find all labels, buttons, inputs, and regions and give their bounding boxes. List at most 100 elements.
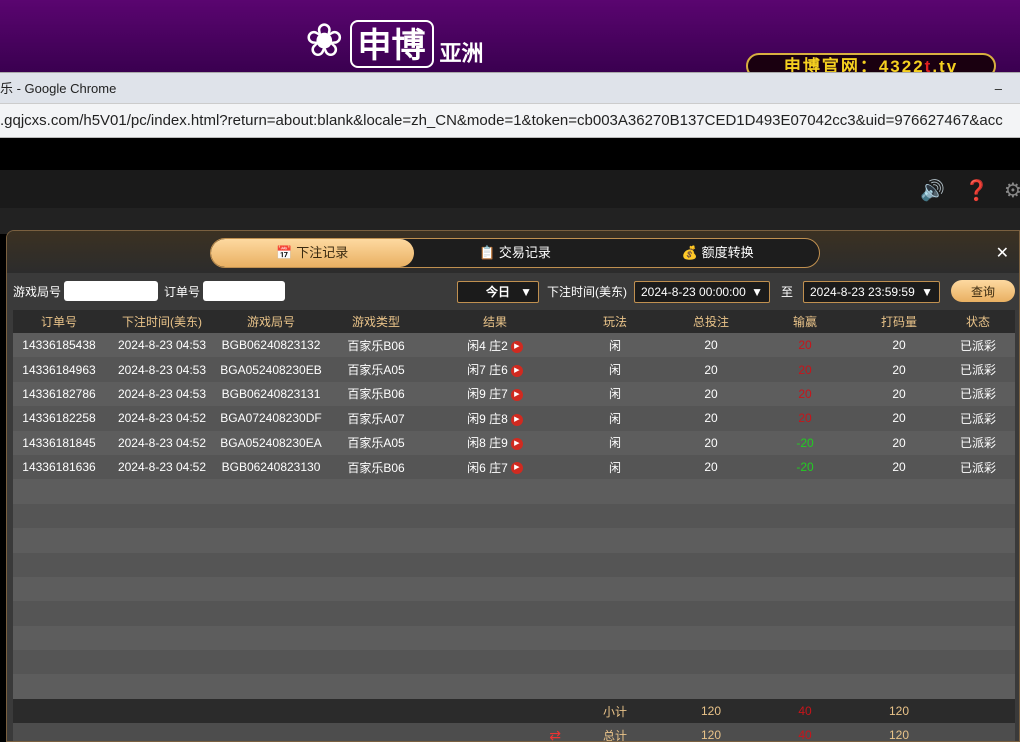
cell: 百家乐B06 xyxy=(323,454,429,480)
address-bar[interactable]: .gqjcxs.com/h5V01/pc/index.html?return=a… xyxy=(0,103,1020,138)
range-select[interactable]: 今日 ▼ xyxy=(457,281,539,303)
cell: 百家乐A07 xyxy=(323,406,429,431)
bet-records-table: 订单号 下注时间(美东) 游戏局号 游戏类型 结果 玩法 总投注 输赢 打码量 状态 143361… xyxy=(13,310,1015,742)
tab-credit-transfer[interactable]: 💰 额度转换 xyxy=(681,245,754,260)
chevron-down-icon: ▼ xyxy=(751,285,763,299)
cell: 20 xyxy=(753,357,857,382)
table-row[interactable]: 14336181845 2024-8-23 04:52 BGA052408230EA… xyxy=(13,430,1015,455)
refresh-icon[interactable]: ⇄ xyxy=(549,726,561,742)
query-button[interactable]: 查询 xyxy=(951,280,1015,302)
cell: 20 xyxy=(669,430,753,455)
cell: BGA072408230DF xyxy=(219,406,323,431)
empty-row xyxy=(13,528,1015,553)
cell: 20 xyxy=(753,406,857,431)
tab-bar: 📅 下注记录 📋 交易记录 💰 额度转换 xyxy=(210,238,820,268)
cell: 20 xyxy=(669,333,753,358)
play-replay-icon[interactable]: ▶ xyxy=(510,462,523,475)
cell: 闲9 庄7 ▶ xyxy=(429,381,561,407)
table-row[interactable]: 14336185438 2024-8-23 04:53 BGB06240823132… xyxy=(13,333,1015,358)
cell: 闲9 庄8 ▶ xyxy=(429,406,561,431)
cell: 20 xyxy=(669,357,753,382)
play-replay-icon[interactable]: ▶ xyxy=(510,438,523,451)
cell: 闲 xyxy=(561,333,669,358)
cell: 2024-8-23 04:53 xyxy=(105,381,219,407)
table-row[interactable]: 14336182786 2024-8-23 04:53 BGB06240823131… xyxy=(13,381,1015,407)
records-dialog: 📅 下注记录 📋 交易记录 💰 额度转换 ✕ 游戏局号 订单号 今日 ▼ 下注时间… xyxy=(6,230,1020,742)
table-row[interactable]: 14336181636 2024-8-23 04:52 BGB06240823130… xyxy=(13,454,1015,480)
cell: 20 xyxy=(753,381,857,407)
empty-row xyxy=(13,552,1015,577)
cell: 百家乐B06 xyxy=(323,333,429,358)
to-date-select[interactable]: 2024-8-23 23:59:59 ▼ xyxy=(803,281,940,303)
order-no-input[interactable] xyxy=(203,281,285,301)
help-icon[interactable]: ❓ xyxy=(964,180,989,202)
cell: 20 xyxy=(857,454,941,480)
cell: 闲 xyxy=(561,381,669,407)
minimize-button[interactable]: – xyxy=(994,81,1002,96)
close-icon[interactable]: ✕ xyxy=(995,245,1009,262)
cell: 2024-8-23 04:52 xyxy=(105,406,219,431)
cell: BGA052408230EB xyxy=(219,357,323,382)
settings-icon[interactable]: ⚙ xyxy=(1004,180,1020,202)
coins-icon: 💰 xyxy=(681,245,702,260)
clipboard-icon: 📋 xyxy=(479,245,499,260)
cell: 已派彩 xyxy=(941,381,1015,407)
column-header: 玩法 xyxy=(561,310,669,333)
subtotal-valid: 120 xyxy=(857,698,941,724)
column-header: 打码量 xyxy=(857,310,941,333)
column-header: 下注时间(美东) xyxy=(105,310,219,333)
time-label: 下注时间(美东) xyxy=(547,285,627,299)
tab-transaction-records[interactable]: 📋 交易记录 xyxy=(479,245,551,260)
play-replay-icon[interactable]: ▶ xyxy=(510,413,523,426)
sound-icon[interactable]: 🔊 xyxy=(920,180,945,202)
column-header: 结果 xyxy=(429,310,561,333)
from-date-select[interactable]: 2024-8-23 00:00:00 ▼ xyxy=(634,281,770,303)
cell: 百家乐A05 xyxy=(323,357,429,382)
cell: 2024-8-23 04:52 xyxy=(105,454,219,480)
cell: 百家乐B06 xyxy=(323,381,429,407)
cell: 2024-8-23 04:53 xyxy=(105,333,219,358)
total-bet: 120 xyxy=(669,723,753,741)
subtotal-win: 40 xyxy=(753,698,857,724)
play-replay-icon[interactable]: ▶ xyxy=(510,389,523,402)
cell: 14336181845 xyxy=(13,430,105,455)
empty-row xyxy=(13,625,1015,651)
game-no-input[interactable] xyxy=(64,281,158,301)
cell: -20 xyxy=(753,454,857,480)
subtotal-bet: 120 xyxy=(669,698,753,724)
cell: 20 xyxy=(857,357,941,382)
cell: BGB06240823132 xyxy=(219,333,323,358)
table-row[interactable]: 14336184963 2024-8-23 04:53 BGA052408230EB… xyxy=(13,357,1015,382)
chevron-down-icon: ▼ xyxy=(520,285,532,299)
empty-row xyxy=(13,576,1015,602)
cell: 已派彩 xyxy=(941,406,1015,431)
empty-row xyxy=(13,479,1015,504)
cell: 闲 xyxy=(561,357,669,382)
cell: 已派彩 xyxy=(941,430,1015,455)
cell: 20 xyxy=(669,406,753,431)
cell: 2024-8-23 04:52 xyxy=(105,430,219,455)
cell: BGB06240823130 xyxy=(219,454,323,480)
cell: BGB06240823131 xyxy=(219,381,323,407)
window-titlebar: 乐 - Google Chrome – xyxy=(0,72,1020,103)
column-header: 输赢 xyxy=(753,310,857,333)
play-replay-icon[interactable]: ▶ xyxy=(510,364,523,377)
cell: 已派彩 xyxy=(941,333,1015,358)
cell: 14336184963 xyxy=(13,357,105,382)
cell: BGA052408230EA xyxy=(219,430,323,455)
empty-row xyxy=(13,650,1015,675)
total-label: 总计 xyxy=(561,723,669,741)
cell: 闲6 庄7 ▶ xyxy=(429,454,561,480)
play-replay-icon[interactable]: ▶ xyxy=(510,340,523,353)
cell: 14336185438 xyxy=(13,333,105,358)
cell: 20 xyxy=(669,454,753,480)
ad-banner: ❀ 申博 亚洲 申博官网：4322t.tv xyxy=(0,0,1020,79)
table-row[interactable]: 14336182258 2024-8-23 04:52 BGA072408230DF… xyxy=(13,406,1015,431)
calendar-icon: 📅 xyxy=(276,245,297,260)
tab-bet-records[interactable]: 📅 下注记录 xyxy=(211,239,414,267)
cell: 14336181636 xyxy=(13,454,105,480)
cell: 14336182786 xyxy=(13,381,105,407)
cell: 20 xyxy=(857,406,941,431)
cell: 20 xyxy=(669,381,753,407)
column-header: 状态 xyxy=(941,310,1015,333)
